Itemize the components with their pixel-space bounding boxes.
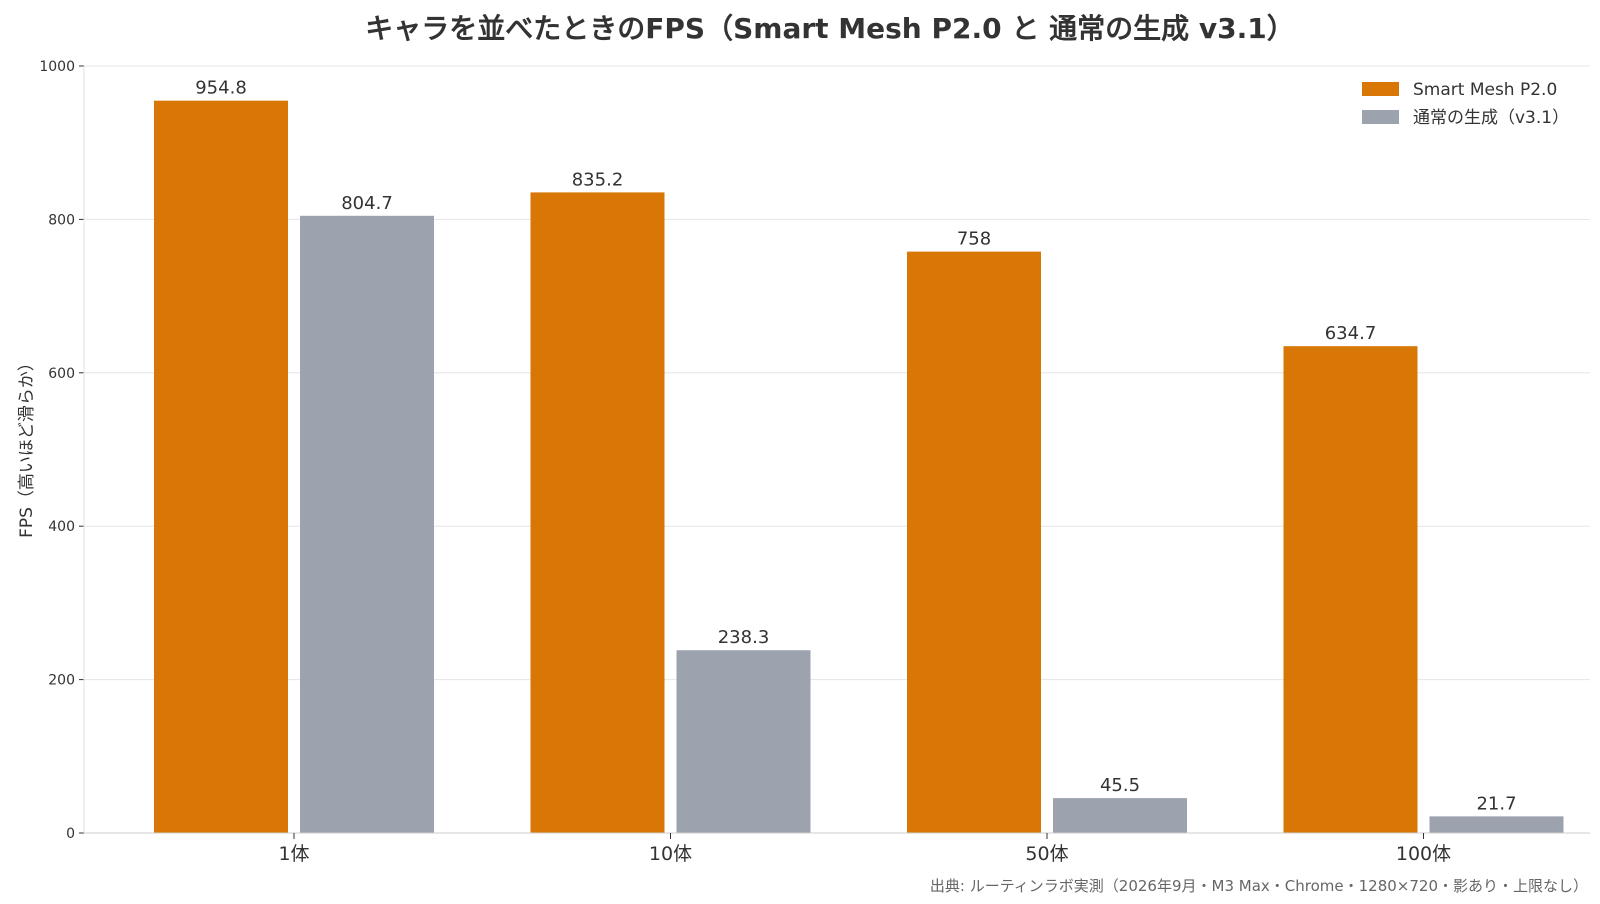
bar-standard-1 xyxy=(300,215,434,833)
source-note: 出典: ルーティンラボ実測（2026年9月・M3 Max・Chrome・1280… xyxy=(930,877,1588,895)
x-tick-label: 100体 xyxy=(1396,843,1451,865)
x-tick-label: 10体 xyxy=(649,843,692,865)
legend: Smart Mesh P2.0 通常の生成（v3.1） xyxy=(1362,80,1569,128)
x-tick-label: 1体 xyxy=(278,843,309,865)
data-label: 238.3 xyxy=(718,627,770,648)
legend-label: Smart Mesh P2.0 xyxy=(1413,80,1557,100)
y-tick-label: 600 xyxy=(48,366,75,382)
y-axis-title: FPS（高いほど滑らか） xyxy=(17,354,37,538)
legend-swatch xyxy=(1362,82,1399,96)
y-tick-label: 200 xyxy=(48,673,75,689)
data-label: 45.5 xyxy=(1100,775,1140,796)
chart-title: キャラを並べたときのFPS（Smart Mesh P2.0 と 通常の生成 v3… xyxy=(365,12,1294,45)
data-label: 835.2 xyxy=(572,169,624,190)
data-label: 21.7 xyxy=(1476,793,1516,814)
y-tick-label: 0 xyxy=(66,826,75,842)
legend-swatch xyxy=(1362,110,1399,124)
data-label: 634.7 xyxy=(1325,323,1377,344)
y-tick-label: 400 xyxy=(48,519,75,535)
legend-label: 通常の生成（v3.1） xyxy=(1413,108,1569,128)
y-tick-label: 800 xyxy=(48,212,75,228)
data-label: 954.8 xyxy=(195,78,247,99)
bar-standard-3 xyxy=(1053,798,1187,833)
bar-smart-mesh-2 xyxy=(530,192,665,833)
data-label: 758 xyxy=(957,229,991,250)
bars xyxy=(154,100,1564,834)
bar-standard-4 xyxy=(1429,816,1564,833)
y-axis: 0 200 400 600 800 1000 xyxy=(39,59,85,842)
y-tick-label: 1000 xyxy=(39,59,75,75)
bar-smart-mesh-1 xyxy=(154,100,288,834)
data-label: 804.7 xyxy=(341,193,393,214)
x-tick-label: 50体 xyxy=(1025,843,1068,865)
bar-smart-mesh-3 xyxy=(907,251,1041,833)
x-axis: 1体 10体 50体 100体 xyxy=(84,832,1590,865)
data-labels: 954.8 804.7 835.2 238.3 758 45.5 634.7 21.7 xyxy=(195,78,1516,815)
bar-smart-mesh-4 xyxy=(1283,346,1418,833)
bar-standard-2 xyxy=(676,650,811,833)
